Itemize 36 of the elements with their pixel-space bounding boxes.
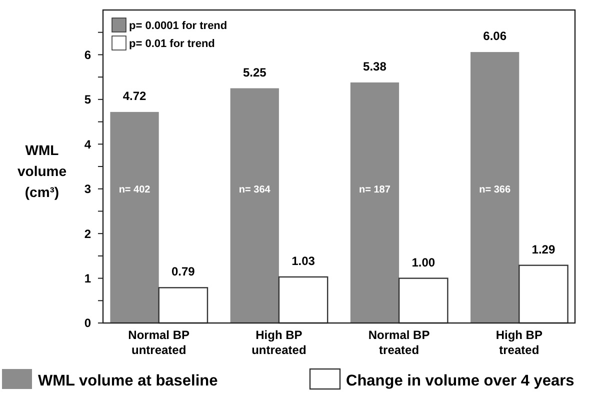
text: 5.25 <box>242 65 266 80</box>
bar <box>278 276 328 324</box>
y-tick-label: 0 <box>84 316 92 330</box>
annotation: p= 0.0001 for trend <box>129 20 228 32</box>
bar <box>158 287 208 324</box>
text: 0.79 <box>171 264 195 279</box>
text: 1.03 <box>292 254 315 268</box>
y-tick-label: 3 <box>84 182 92 196</box>
annotation: n= 366 <box>479 184 511 196</box>
x-tick-label: Normal BP untreated <box>128 328 190 357</box>
bar <box>398 278 448 324</box>
text: 5.38 <box>363 59 386 74</box>
bar <box>110 112 159 323</box>
y-tick-label: 2 <box>84 226 92 241</box>
annotation: p= 0.01 for trend <box>129 38 215 50</box>
x-tick-label: High BP treated <box>496 328 542 357</box>
annotation: n= 364 <box>238 184 271 196</box>
bar <box>470 52 520 323</box>
x-tick-label: Normal BP treated <box>368 328 430 357</box>
y-tick-label: 5 <box>84 92 92 107</box>
y-tick-label: 6 <box>84 48 92 62</box>
legend-label: Change in volume over 4 years <box>346 372 574 390</box>
annotation: n= 402 <box>118 184 151 196</box>
text: 1.29 <box>532 242 556 256</box>
bar <box>230 88 279 323</box>
x-tick-label: High BP untreated <box>252 328 306 357</box>
bar <box>518 264 568 324</box>
y-tick-label: 4 <box>84 137 92 152</box>
text: 4.72 <box>122 88 146 103</box>
legend-label: WML volume at baseline <box>38 372 218 390</box>
y-tick-label: 1 <box>84 271 92 286</box>
text: 1.00 <box>412 255 436 270</box>
text: 6.06 <box>483 29 507 44</box>
annotation: n= 187 <box>359 184 391 196</box>
bar <box>350 82 400 323</box>
y-axis-title: WML volume (cm³) <box>17 142 67 200</box>
